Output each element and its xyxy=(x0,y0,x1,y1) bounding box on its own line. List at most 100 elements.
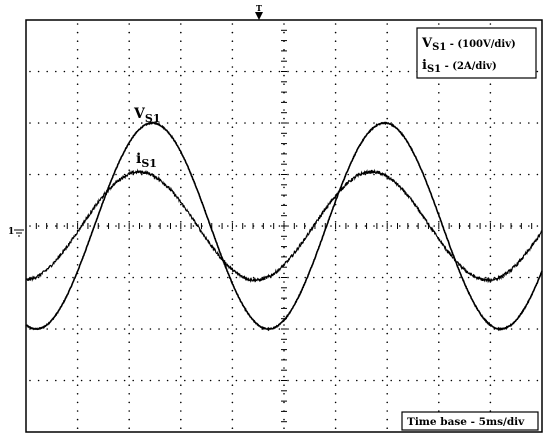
grid-dot xyxy=(438,332,440,335)
grid-dot xyxy=(334,57,337,60)
grid-dot xyxy=(438,298,440,301)
grid-dot xyxy=(106,379,109,382)
grid-dot xyxy=(184,225,186,227)
grid-dot xyxy=(283,212,285,214)
grid-dot xyxy=(231,186,234,189)
grid-dot xyxy=(334,410,337,412)
grid-dot xyxy=(424,379,427,382)
grid-dot xyxy=(283,178,285,180)
grid-dot xyxy=(158,328,160,330)
grid-dot xyxy=(184,276,186,279)
grid-dot xyxy=(489,384,492,387)
grid-dot xyxy=(123,328,126,330)
grid-dot xyxy=(231,238,234,240)
grid-dot xyxy=(334,23,337,25)
grid-dot xyxy=(180,246,182,249)
grid-dot xyxy=(175,122,177,124)
grid-dot xyxy=(180,350,182,352)
grid-dot xyxy=(386,427,389,430)
grid-dot xyxy=(76,401,79,404)
grid-dot xyxy=(76,332,79,335)
grid-dot xyxy=(244,173,246,176)
grid-dot xyxy=(227,122,229,124)
grid-dot xyxy=(231,375,234,378)
grid-dot xyxy=(381,379,384,382)
grid-dot xyxy=(76,281,79,283)
grid-dot xyxy=(106,173,109,176)
grid-dot xyxy=(489,126,492,128)
grid-dot xyxy=(283,324,285,326)
grid-dot xyxy=(141,379,143,382)
grid-dot xyxy=(180,332,182,335)
grid-dot xyxy=(390,276,393,279)
grid-dot xyxy=(334,246,337,249)
grid-dot xyxy=(55,328,57,330)
grid-dot xyxy=(128,289,130,292)
grid-dot xyxy=(283,238,285,240)
grid-dot xyxy=(180,92,182,94)
grid-dot xyxy=(489,307,492,309)
grid-dot xyxy=(287,379,289,382)
grid-dot xyxy=(180,255,182,257)
grid-dot xyxy=(115,379,117,382)
grid-dot xyxy=(459,173,461,176)
grid-dot xyxy=(123,379,126,382)
grid-dot xyxy=(489,246,492,249)
grid-dot xyxy=(381,276,384,279)
grid-dot xyxy=(338,276,341,279)
grid-dot xyxy=(180,212,182,214)
grid-dot xyxy=(283,169,285,171)
grid-dot xyxy=(55,122,57,124)
grid-dot xyxy=(438,169,440,171)
grid-dot xyxy=(128,221,130,223)
grid-dot xyxy=(98,276,100,279)
grid-dot xyxy=(128,126,130,128)
grid-dot xyxy=(37,70,40,73)
grid-dot xyxy=(519,276,521,279)
grid-dot xyxy=(334,49,337,51)
grid-dot xyxy=(63,379,66,382)
grid-dot xyxy=(128,384,130,387)
grid-dot xyxy=(476,225,479,227)
grid-dot xyxy=(399,173,401,176)
grid-dot xyxy=(304,122,307,124)
grid-dot xyxy=(493,225,496,227)
legend-is1-scale: - (2A/div) xyxy=(441,61,497,72)
grid-dot xyxy=(438,160,440,163)
grid-dot xyxy=(386,212,389,214)
grid-dot xyxy=(128,272,130,275)
grid-dot xyxy=(424,225,427,227)
grid-dot xyxy=(201,173,203,176)
grid-dot xyxy=(330,276,332,279)
grid-dot xyxy=(485,225,487,227)
series-label-vs1: VS1 xyxy=(133,106,160,125)
grid-dot xyxy=(283,23,285,25)
grid-dot xyxy=(283,375,285,378)
grid-dot xyxy=(261,173,264,176)
grid-dot xyxy=(347,225,350,227)
grid-dot xyxy=(386,375,389,378)
grid-dot xyxy=(416,122,418,124)
grid-dot xyxy=(347,276,350,279)
grid-dot xyxy=(528,328,530,330)
grid-dot xyxy=(489,264,492,266)
grid-dot xyxy=(386,238,389,240)
grid-dot xyxy=(270,225,272,227)
grid-dot xyxy=(231,418,234,421)
grid-dot xyxy=(128,264,130,266)
series-label-is1-sub: S1 xyxy=(141,157,157,170)
grid-dot xyxy=(175,276,177,279)
grid-dot xyxy=(180,401,182,404)
grid-dot xyxy=(46,173,48,176)
grid-dot xyxy=(209,122,212,124)
grid-dot xyxy=(231,92,234,94)
trigger-label: T xyxy=(256,3,262,13)
grid-dot xyxy=(141,225,143,227)
grid-dot xyxy=(89,276,91,279)
grid-dot xyxy=(304,173,307,176)
grid-dot xyxy=(338,328,341,330)
grid-dot xyxy=(489,178,492,180)
grid-dot xyxy=(438,341,440,344)
grid-dot xyxy=(29,122,31,124)
